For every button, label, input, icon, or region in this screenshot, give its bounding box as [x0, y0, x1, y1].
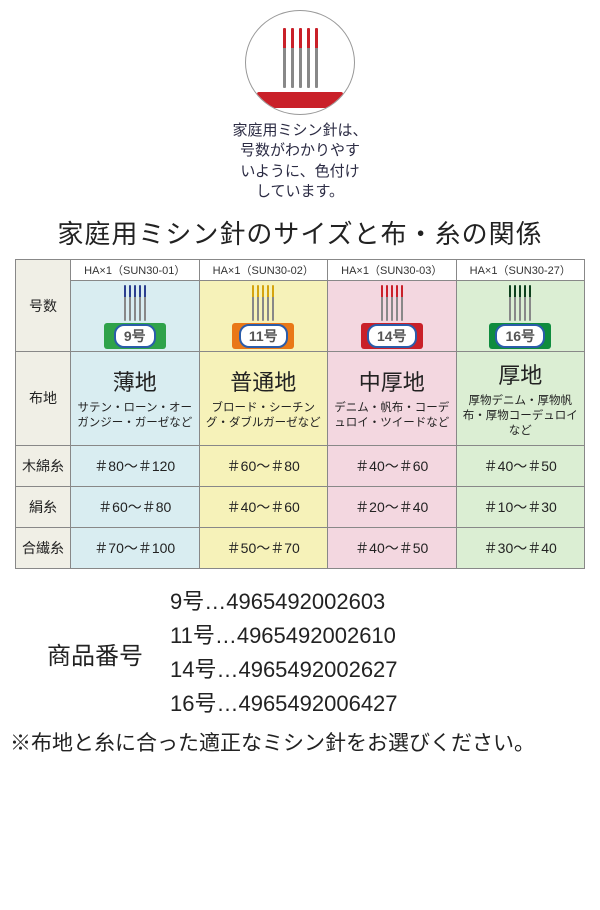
thread-cell: ＃30～＃40: [456, 527, 585, 568]
hero-needle-image: [0, 10, 600, 115]
codes-list: 9号…4965492002603 11号…4965492002610 14号…4…: [170, 585, 398, 721]
fabric-name: 薄地: [75, 365, 195, 397]
sku-cell: HA×1（SUN30-02）: [199, 260, 328, 281]
needle-pack-icon: [245, 10, 355, 115]
pack-cell: 11号: [199, 281, 328, 352]
thread-cell: ＃20～＃40: [328, 486, 457, 527]
side-header-fabric: 布地: [16, 352, 71, 446]
thread-cell: ＃70～＃100: [71, 527, 200, 568]
code-line: 11号…4965492002610: [170, 619, 398, 653]
thread-cell: ＃10～＃30: [456, 486, 585, 527]
sku-cell: HA×1（SUN30-03）: [328, 260, 457, 281]
side-header-synthetic: 合繊糸: [16, 527, 71, 568]
product-codes-section: 商品番号 9号…4965492002603 11号…4965492002610 …: [20, 585, 580, 721]
size-label: 14号: [367, 324, 417, 348]
thread-cell: ＃80～＃120: [71, 445, 200, 486]
code-line: 9号…4965492002603: [170, 585, 398, 619]
sku-cell: HA×1（SUN30-27）: [456, 260, 585, 281]
code-line: 14号…4965492002627: [170, 653, 398, 687]
size-label: 16号: [495, 324, 545, 348]
side-header-silk: 絹糸: [16, 486, 71, 527]
side-header-size: 号数: [16, 260, 71, 352]
hero-caption: 家庭用ミシン針は、号数がわかりやすいように、色付けしています。: [0, 121, 600, 202]
sku-row: 号数 HA×1（SUN30-01） HA×1（SUN30-02） HA×1（SU…: [16, 260, 585, 281]
thread-cell: ＃60～＃80: [71, 486, 200, 527]
sku-cell: HA×1（SUN30-01）: [71, 260, 200, 281]
fabric-cell: 中厚地 デニム・帆布・コーデュロイ・ツイードなど: [328, 352, 457, 446]
fabric-name: 普通地: [204, 365, 324, 397]
pack-cell: 9号: [71, 281, 200, 352]
size-label: 11号: [239, 324, 288, 348]
thread-cell: ＃60～＃80: [199, 445, 328, 486]
needle-size-chart: 号数 HA×1（SUN30-01） HA×1（SUN30-02） HA×1（SU…: [15, 259, 585, 569]
fabric-name: 厚地: [461, 358, 581, 390]
thread-cell: ＃40～＃50: [456, 445, 585, 486]
codes-label: 商品番号: [20, 636, 170, 671]
thread-cell: ＃40～＃50: [328, 527, 457, 568]
synthetic-thread-row: 合繊糸 ＃70～＃100 ＃50～＃70 ＃40～＃50 ＃30～＃40: [16, 527, 585, 568]
pack-image-row: 9号 11号 14号 16号: [16, 281, 585, 352]
pack-cell: 14号: [328, 281, 457, 352]
thread-cell: ＃50～＃70: [199, 527, 328, 568]
thread-cell: ＃40～＃60: [328, 445, 457, 486]
size-label: 9号: [114, 324, 156, 348]
cotton-thread-row: 木綿糸 ＃80～＃120 ＃60～＃80 ＃40～＃60 ＃40～＃50: [16, 445, 585, 486]
silk-thread-row: 絹糸 ＃60～＃80 ＃40～＃60 ＃20～＃40 ＃10～＃30: [16, 486, 585, 527]
fabric-cell: 厚地 厚物デニム・厚物帆布・厚物コーデュロイなど: [456, 352, 585, 446]
fabric-cell: 普通地 ブロード・シーチング・ダブルガーゼなど: [199, 352, 328, 446]
footnote: ※布地と糸に合った適正なミシン針をお選びください。: [10, 727, 594, 757]
pack-cell: 16号: [456, 281, 585, 352]
fabric-desc: デニム・帆布・コーデュロイ・ツイードなど: [332, 401, 452, 431]
fabric-name: 中厚地: [332, 365, 452, 397]
thread-cell: ＃40～＃60: [199, 486, 328, 527]
fabric-cell: 薄地 サテン・ローン・オーガンジー・ガーゼなど: [71, 352, 200, 446]
fabric-desc: ブロード・シーチング・ダブルガーゼなど: [204, 401, 324, 431]
fabric-row: 布地 薄地 サテン・ローン・オーガンジー・ガーゼなど 普通地 ブロード・シーチン…: [16, 352, 585, 446]
fabric-desc: サテン・ローン・オーガンジー・ガーゼなど: [75, 401, 195, 431]
fabric-desc: 厚物デニム・厚物帆布・厚物コーデュロイなど: [461, 394, 581, 439]
code-line: 16号…4965492006427: [170, 687, 398, 721]
side-header-cotton: 木綿糸: [16, 445, 71, 486]
page-title: 家庭用ミシン針のサイズと布・糸の関係: [0, 214, 600, 251]
